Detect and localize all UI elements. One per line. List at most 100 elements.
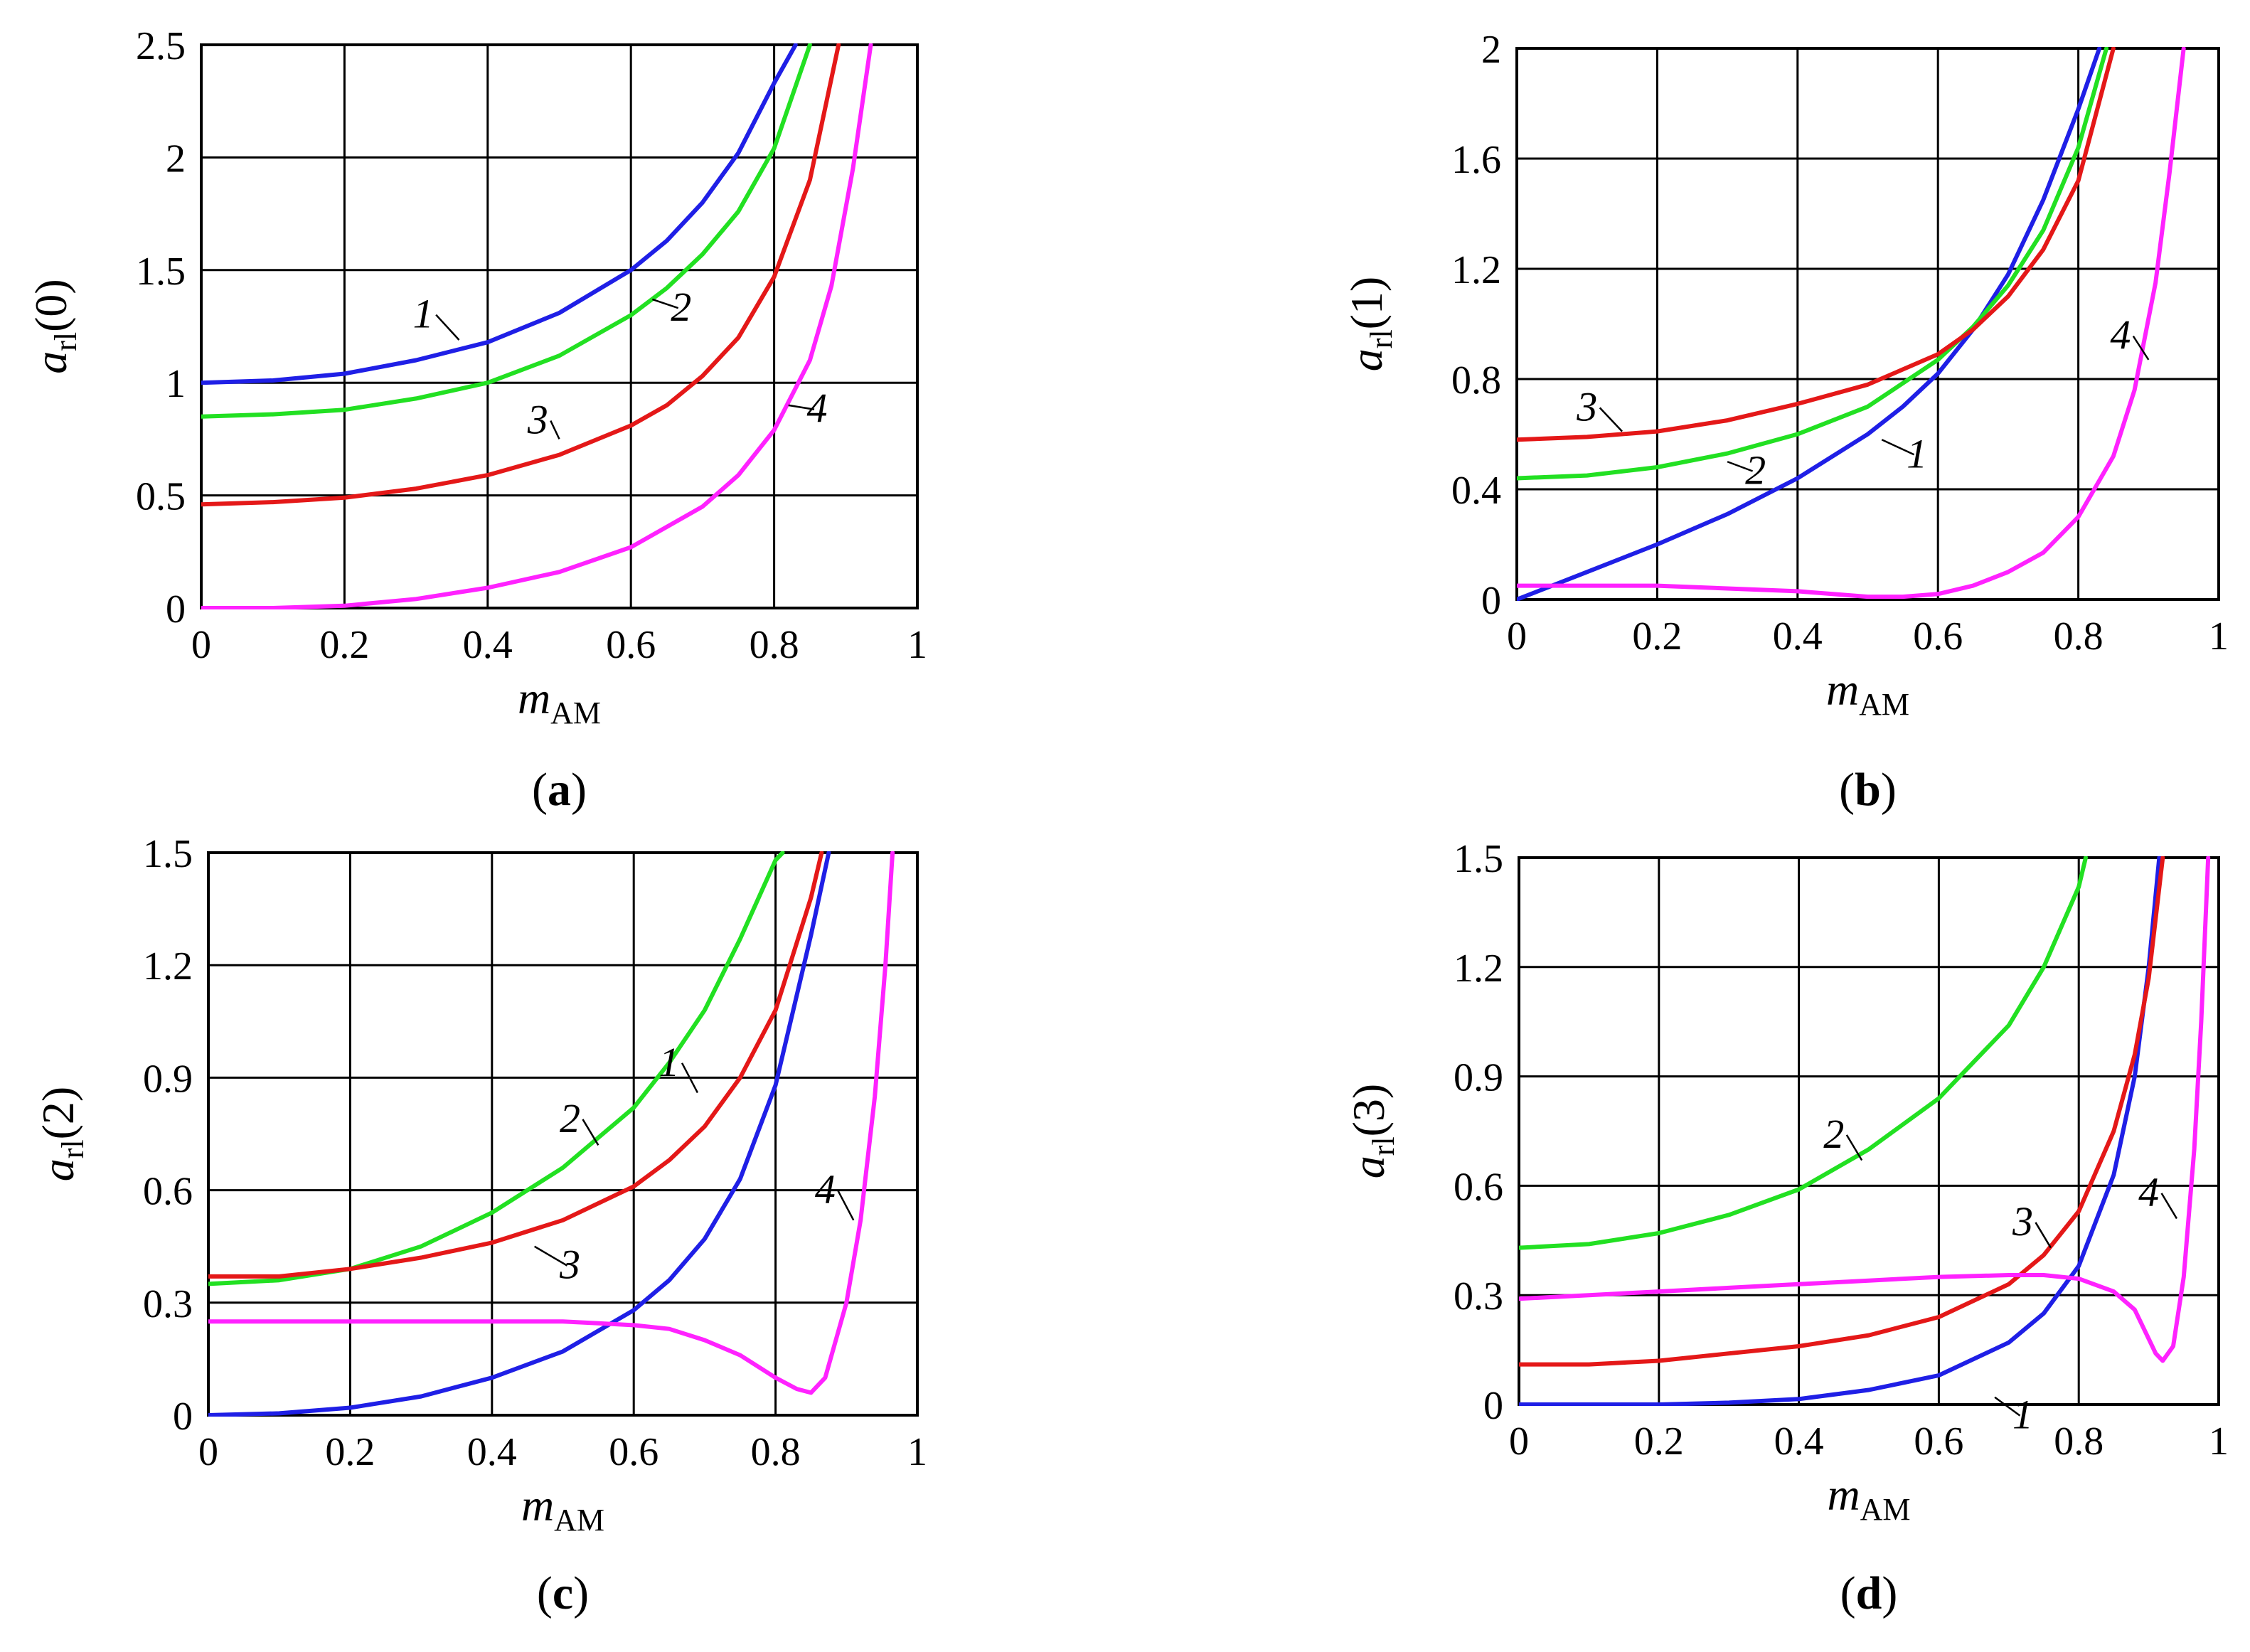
x-tick-label: 0.6 bbox=[1914, 1419, 1963, 1464]
y-axis-label: arl(3) bbox=[1343, 1084, 1401, 1179]
curve-label-4: 4 bbox=[2110, 312, 2131, 358]
series-line-3 bbox=[1519, 856, 2165, 1367]
x-tick-label: 0.8 bbox=[2054, 614, 2104, 659]
panel-caption: (d) bbox=[1840, 1567, 1898, 1619]
x-tick-label: 0.6 bbox=[1913, 614, 1963, 659]
series-line-1 bbox=[201, 43, 798, 385]
x-tick-label: 0 bbox=[191, 623, 211, 667]
y-tick-label: 1 bbox=[166, 362, 186, 406]
series-line-2 bbox=[208, 851, 785, 1286]
x-tick-label: 0.8 bbox=[750, 623, 799, 667]
series-line-4 bbox=[1519, 856, 2211, 1363]
curve-label-leader bbox=[1845, 1134, 1863, 1161]
chart-panel-c: 0 0.2 0.4 0.6 0.8 1 0 0.3 0.6 0.9 1.2 1.5 mAM arl(2) (… bbox=[33, 832, 927, 1619]
x-tick-label: 0 bbox=[198, 1430, 218, 1474]
y-tick-label: 1.5 bbox=[143, 832, 193, 876]
curve-label-leader bbox=[1881, 439, 1915, 456]
curve-label-leader bbox=[2035, 1222, 2052, 1249]
curve-label-4: 4 bbox=[807, 385, 828, 432]
curve-label-2: 2 bbox=[1745, 447, 1766, 494]
x-tick-label: 1 bbox=[907, 1430, 927, 1474]
series-line-2 bbox=[1517, 47, 2109, 481]
series-line-4 bbox=[1517, 47, 2186, 599]
x-tick-label: 0 bbox=[1509, 1419, 1529, 1464]
curve-label-4: 4 bbox=[815, 1166, 836, 1213]
y-tick-label: 1.5 bbox=[1454, 837, 1503, 881]
curve-label-leader bbox=[837, 1190, 855, 1221]
curve-label-leader bbox=[788, 404, 815, 410]
panel-caption: (c) bbox=[537, 1567, 589, 1619]
chart-panel-a: 0 0.2 0.4 0.6 0.8 1 0 0.5 1 1.5 2 2.5 mAM arl(0) (a) 1 2… bbox=[26, 24, 927, 816]
panel-caption: (a) bbox=[532, 764, 587, 816]
x-tick-label: 0.2 bbox=[1634, 1419, 1684, 1464]
series-line-3 bbox=[208, 851, 824, 1279]
series-line-2 bbox=[201, 43, 812, 419]
x-axis-label: mAM bbox=[518, 673, 601, 730]
curve-label-leader bbox=[652, 298, 679, 309]
series-line-1 bbox=[1519, 856, 2162, 1406]
curve-label-1: 1 bbox=[413, 291, 434, 337]
curve-label-4: 4 bbox=[2138, 1169, 2159, 1215]
plot-frame bbox=[1518, 856, 2220, 1406]
y-tick-label: 0.5 bbox=[136, 475, 186, 519]
curve-label-1: 1 bbox=[1907, 430, 1927, 476]
series-line-3 bbox=[1517, 47, 2116, 442]
plot-frame bbox=[1515, 47, 2220, 601]
x-tick-label: 1 bbox=[2209, 1419, 2229, 1464]
y-tick-label: 0.9 bbox=[143, 1057, 193, 1101]
chart-panel-b: 0 0.2 0.4 0.6 0.8 1 0 0.4 0.8 1.2 1.6 2 mAM arl(1) (b)… bbox=[1341, 28, 2229, 816]
curve-label-leader bbox=[1994, 1396, 2021, 1417]
series-line-2 bbox=[1519, 856, 2088, 1250]
y-tick-label: 0 bbox=[166, 587, 186, 632]
y-tick-label: 0.8 bbox=[1451, 358, 1501, 403]
y-tick-label: 0 bbox=[1481, 579, 1501, 623]
series-line-1 bbox=[1517, 47, 2102, 601]
curve-label-leader bbox=[681, 1062, 699, 1094]
y-tick-label: 0 bbox=[173, 1395, 193, 1439]
series-line-4 bbox=[208, 851, 895, 1395]
y-axis-label: arl(0) bbox=[26, 279, 83, 374]
y-tick-label: 0.3 bbox=[143, 1282, 193, 1326]
y-tick-label: 0.4 bbox=[1451, 469, 1501, 513]
curve-label-2: 2 bbox=[1823, 1111, 1844, 1157]
curve-label-3: 3 bbox=[559, 1242, 580, 1288]
curve-label-leader bbox=[2160, 1193, 2178, 1220]
curve-label-3: 3 bbox=[2012, 1198, 2033, 1245]
curve-label-1: 1 bbox=[2012, 1392, 2033, 1438]
x-tick-label: 0.4 bbox=[1773, 614, 1823, 659]
y-tick-label: 1.2 bbox=[1451, 248, 1501, 292]
y-tick-label: 1.6 bbox=[1451, 138, 1501, 182]
x-tick-label: 0.2 bbox=[325, 1430, 375, 1474]
x-tick-label: 0.6 bbox=[609, 1430, 659, 1474]
x-tick-label: 0.2 bbox=[1632, 614, 1682, 659]
x-tick-label: 0.2 bbox=[319, 623, 369, 667]
x-tick-label: 0.4 bbox=[1774, 1419, 1824, 1464]
y-tick-label: 0.6 bbox=[1454, 1165, 1503, 1209]
curve-label-leader bbox=[1599, 407, 1623, 432]
curve-label-leader bbox=[582, 1119, 599, 1146]
series-line-3 bbox=[201, 43, 841, 507]
y-axis-label: arl(2) bbox=[33, 1087, 90, 1182]
x-axis-label: mAM bbox=[1826, 664, 1909, 722]
chart-panel-d: 0 0.2 0.4 0.6 0.8 1 0 0.3 0.6 0.9 1.2 1.5 mAM arl(3) (… bbox=[1343, 837, 2229, 1619]
curve-label-leader bbox=[1727, 461, 1754, 472]
x-tick-label: 0.4 bbox=[463, 623, 513, 667]
x-axis-label: mAM bbox=[1827, 1469, 1910, 1527]
series-line-4 bbox=[201, 43, 873, 609]
y-tick-label: 2 bbox=[166, 137, 186, 181]
curve-label-3: 3 bbox=[527, 397, 548, 443]
x-tick-label: 0.8 bbox=[751, 1430, 801, 1474]
panel-caption: (b) bbox=[1839, 764, 1897, 816]
x-tick-label: 0 bbox=[1507, 614, 1527, 659]
x-axis-label: mAM bbox=[521, 1480, 604, 1538]
y-tick-label: 0.6 bbox=[143, 1170, 193, 1214]
x-tick-label: 0.8 bbox=[2054, 1419, 2104, 1464]
y-tick-label: 2 bbox=[1481, 28, 1501, 72]
curve-label-leader bbox=[2132, 335, 2150, 361]
y-tick-label: 2.5 bbox=[136, 24, 186, 68]
y-tick-label: 0 bbox=[1483, 1384, 1503, 1428]
y-tick-label: 1.2 bbox=[143, 944, 193, 988]
x-tick-label: 0.6 bbox=[606, 623, 656, 667]
x-tick-label: 0.4 bbox=[467, 1430, 517, 1474]
